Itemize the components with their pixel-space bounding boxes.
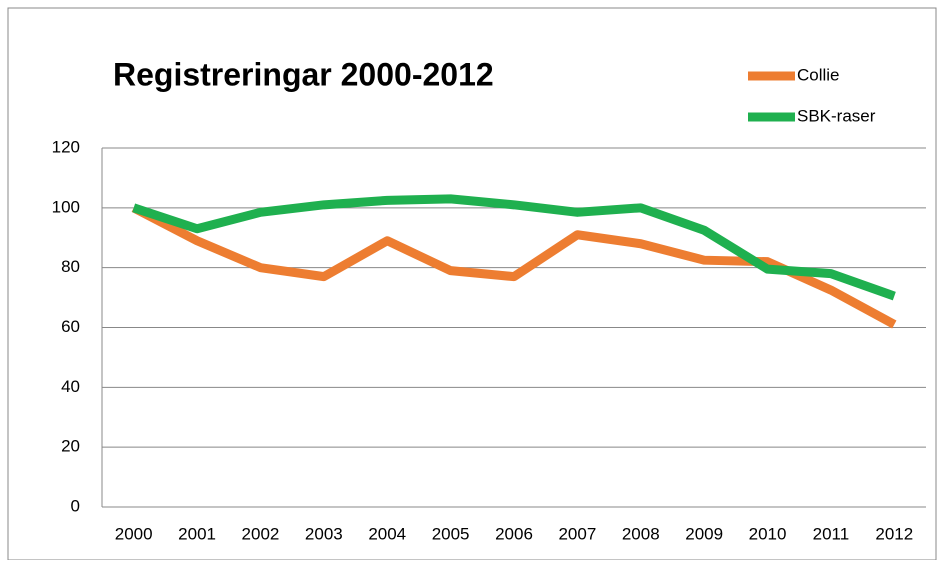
x-tick-label: 2000	[115, 524, 153, 543]
legend-label: SBK-raser	[797, 106, 876, 125]
x-tick-label: 2007	[558, 524, 596, 543]
x-tick-label: 2002	[242, 524, 280, 543]
series-line	[132, 194, 896, 301]
y-tick-label: 80	[61, 257, 80, 276]
x-tick-label: 2004	[368, 524, 406, 543]
x-tick-label: 2008	[622, 524, 660, 543]
x-tick-label: 2011	[813, 524, 850, 543]
y-tick-label: 60	[61, 317, 80, 336]
x-tick-label: 2005	[432, 524, 470, 543]
chart-border	[7, 7, 937, 561]
x-tick-label: 2006	[495, 524, 533, 543]
series-line	[131, 203, 897, 329]
x-tick-label: 2010	[749, 524, 787, 543]
legend-label: Collie	[797, 65, 840, 84]
y-tick-label: 100	[52, 197, 80, 216]
y-tick-label: 40	[61, 377, 80, 396]
chart-title: Registreringar 2000-2012	[113, 56, 494, 92]
y-tick-label: 0	[71, 496, 80, 515]
y-tick-label: 20	[61, 437, 80, 456]
x-tick-label: 2001	[178, 524, 216, 543]
x-tick-label: 2003	[305, 524, 343, 543]
x-tick-label: 2009	[685, 524, 723, 543]
x-tick-label: 2012	[875, 524, 913, 543]
y-tick-label: 120	[52, 137, 80, 156]
